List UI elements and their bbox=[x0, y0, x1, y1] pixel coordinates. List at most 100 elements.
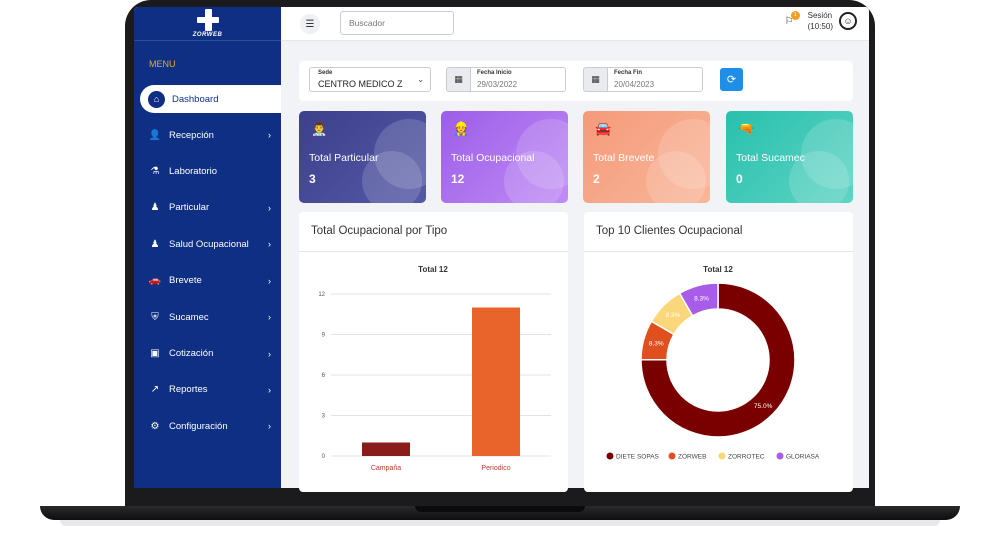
chevron-right-icon: › bbox=[268, 312, 271, 323]
bar-chart: Total 12 0 3 6 9 12 Campaña Periodico bbox=[318, 265, 551, 472]
user-avatar-icon[interactable]: ☺ bbox=[839, 12, 857, 30]
legend-swatch bbox=[718, 452, 726, 460]
donut-panel-title: Top 10 Clientes Ocupacional bbox=[584, 212, 853, 252]
legend-item[interactable]: GLORIASA bbox=[776, 452, 820, 461]
legend-swatch bbox=[668, 452, 676, 460]
legend-item[interactable]: DIETE SOPAS bbox=[606, 452, 660, 461]
y-tick-label: 3 bbox=[322, 414, 326, 420]
notification-badge: 1 bbox=[790, 10, 800, 20]
bar-chart-title: Total 12 bbox=[418, 265, 448, 274]
chevron-right-icon: › bbox=[268, 348, 271, 359]
sidebar-item-cotizaci-n[interactable]: ▣ Cotización › bbox=[134, 335, 281, 371]
bar[interactable] bbox=[362, 442, 410, 457]
sidebar-item-label: Sucamec bbox=[169, 311, 209, 323]
legend-swatch bbox=[606, 452, 614, 460]
kpi-label: Total Brevete bbox=[593, 152, 655, 164]
sidebar-item-label: Brevete bbox=[169, 275, 202, 287]
home-icon: ⌂ bbox=[148, 90, 165, 108]
y-tick-label: 0 bbox=[322, 454, 326, 460]
kpi-value: 3 bbox=[309, 172, 316, 186]
donut-chart: Total 12 75.0% 8.3% 8.3% 8.3% DIETE SOPAS ZORW… bbox=[606, 265, 820, 461]
refresh-button[interactable]: ⟳ bbox=[720, 68, 743, 91]
fecha-fin-field[interactable]: ▦ Fecha Fin 20/04/2023 bbox=[583, 67, 703, 92]
user-doctor-icon: ♟ bbox=[150, 202, 160, 214]
kpi-card[interactable]: 👷 Total Ocupacional 12 bbox=[441, 111, 568, 203]
gun-icon: 🔫 bbox=[738, 121, 755, 136]
sidebar-item-reportes[interactable]: ↗ Reportes › bbox=[134, 372, 281, 408]
logo-text: ZORWEB bbox=[192, 32, 223, 38]
laptop-shadow bbox=[60, 520, 940, 526]
donut-slice[interactable] bbox=[640, 282, 796, 438]
refresh-icon: ⟳ bbox=[726, 74, 737, 86]
chevron-down-icon: ⌄ bbox=[417, 75, 424, 84]
chevron-right-icon: › bbox=[268, 275, 271, 286]
topbar: ☰ Buscador ⚐ 1 Sesión (10:50) ☺ bbox=[281, 7, 869, 41]
sidebar-item-sucamec[interactable]: ⛨ Sucamec › bbox=[134, 299, 281, 335]
sidebar-item-label: Cotización bbox=[169, 348, 214, 360]
notification-flag-icon[interactable]: ⚐ 1 bbox=[785, 10, 800, 27]
fecha-fin-label: Fecha Fin bbox=[614, 70, 643, 76]
fecha-inicio-value: 29/03/2022 bbox=[477, 80, 518, 89]
hamburger-menu-button[interactable]: ☰ bbox=[300, 14, 320, 34]
kpi-label: Total Particular bbox=[309, 152, 379, 164]
legend-label: GLORIASA bbox=[786, 454, 820, 461]
calendar-icon[interactable]: ▦ bbox=[583, 67, 607, 92]
laptop-base bbox=[40, 506, 960, 520]
logo-cross-icon bbox=[195, 9, 221, 31]
donut-chart-panel: Top 10 Clientes Ocupacional Total 12 75.0… bbox=[584, 212, 853, 492]
sidebar-item-dashboard[interactable]: ⌂ Dashboard bbox=[140, 85, 281, 113]
chevron-right-icon: › bbox=[268, 202, 271, 213]
chevron-right-icon: › bbox=[268, 384, 271, 395]
sidebar-item-label: Laboratorio bbox=[169, 166, 218, 178]
kpi-value: 2 bbox=[593, 172, 600, 186]
sidebar-item-salud-ocupacional[interactable]: ♟ Salud Ocupacional › bbox=[134, 226, 281, 262]
y-tick-label: 9 bbox=[322, 333, 326, 339]
fecha-inicio-label: Fecha Inicio bbox=[477, 70, 512, 76]
slice-value-label: 8.3% bbox=[694, 296, 709, 303]
sidebar-nav: ⌂ Dashboard 👤 Recepción › ⚗ Laboratorio ♟ Partic… bbox=[134, 85, 281, 445]
kpi-card[interactable]: 👨‍⚕ Total Particular 3 bbox=[299, 111, 426, 203]
bar-chart-panel: Total Ocupacional por Tipo Total 12 0 3 6 9 1… bbox=[299, 212, 568, 492]
sidebar-item-configuraci-n[interactable]: ⚙ Configuración › bbox=[134, 408, 281, 444]
legend-label: ZORROTEC bbox=[728, 454, 765, 461]
microscope-icon: ⚗ bbox=[150, 166, 160, 178]
monitor-icon: ▣ bbox=[150, 348, 160, 360]
calendar-icon[interactable]: ▦ bbox=[446, 67, 470, 92]
sidebar-item-laboratorio[interactable]: ⚗ Laboratorio bbox=[134, 153, 281, 189]
logo[interactable]: ZORWEB bbox=[134, 7, 281, 41]
sidebar-item-label: Dashboard bbox=[172, 93, 219, 105]
laptop-notch bbox=[415, 506, 585, 512]
sidebar-item-particular[interactable]: ♟ Particular › bbox=[134, 190, 281, 226]
session-info: Sesión (10:50) bbox=[808, 10, 833, 32]
car-icon: 🚗 bbox=[148, 275, 162, 287]
sede-value: CENTRO MEDICO Z bbox=[318, 79, 403, 89]
search-input[interactable]: Buscador bbox=[340, 11, 454, 35]
session-label: Sesión bbox=[807, 11, 833, 20]
sidebar: ZORWEB MENU ⌂ Dashboard 👤 Recepción › ⚗ Labora… bbox=[134, 7, 281, 488]
user-worker-icon: ♟ bbox=[150, 238, 160, 250]
fecha-inicio-field[interactable]: ▦ Fecha Inicio 29/03/2022 bbox=[446, 67, 566, 92]
sidebar-item-label: Recepción bbox=[169, 129, 214, 141]
legend-item[interactable]: ZORROTEC bbox=[718, 452, 765, 461]
kpi-value: 0 bbox=[736, 172, 743, 186]
kpi-card[interactable]: 🔫 Total Sucamec 0 bbox=[726, 111, 853, 203]
y-tick-label: 6 bbox=[322, 373, 326, 379]
kpi-value: 12 bbox=[451, 172, 465, 186]
sidebar-item-label: Particular bbox=[169, 202, 210, 214]
sidebar-item-recepci-n[interactable]: 👤 Recepción › bbox=[134, 117, 281, 153]
gear-icon: ⚙ bbox=[150, 420, 160, 432]
legend-label: ZORWEB bbox=[678, 454, 706, 461]
menu-title: MENU bbox=[149, 59, 176, 69]
chevron-right-icon: › bbox=[268, 130, 271, 141]
sidebar-item-label: Salud Ocupacional bbox=[169, 238, 249, 250]
sede-select[interactable]: Sede CENTRO MEDICO Z ⌄ bbox=[309, 67, 431, 92]
sidebar-item-brevete[interactable]: 🚗 Brevete › bbox=[134, 263, 281, 299]
donut-slice[interactable] bbox=[678, 282, 719, 317]
bar[interactable] bbox=[472, 307, 520, 457]
user-plus-icon: 👤 bbox=[148, 129, 162, 141]
kpi-card[interactable]: 🚘 Total Brevete 2 bbox=[583, 111, 710, 203]
legend-item[interactable]: ZORWEB bbox=[668, 452, 707, 461]
sidebar-item-label: Configuración bbox=[169, 420, 228, 432]
doctor-icon: 👨‍⚕ bbox=[311, 121, 328, 136]
